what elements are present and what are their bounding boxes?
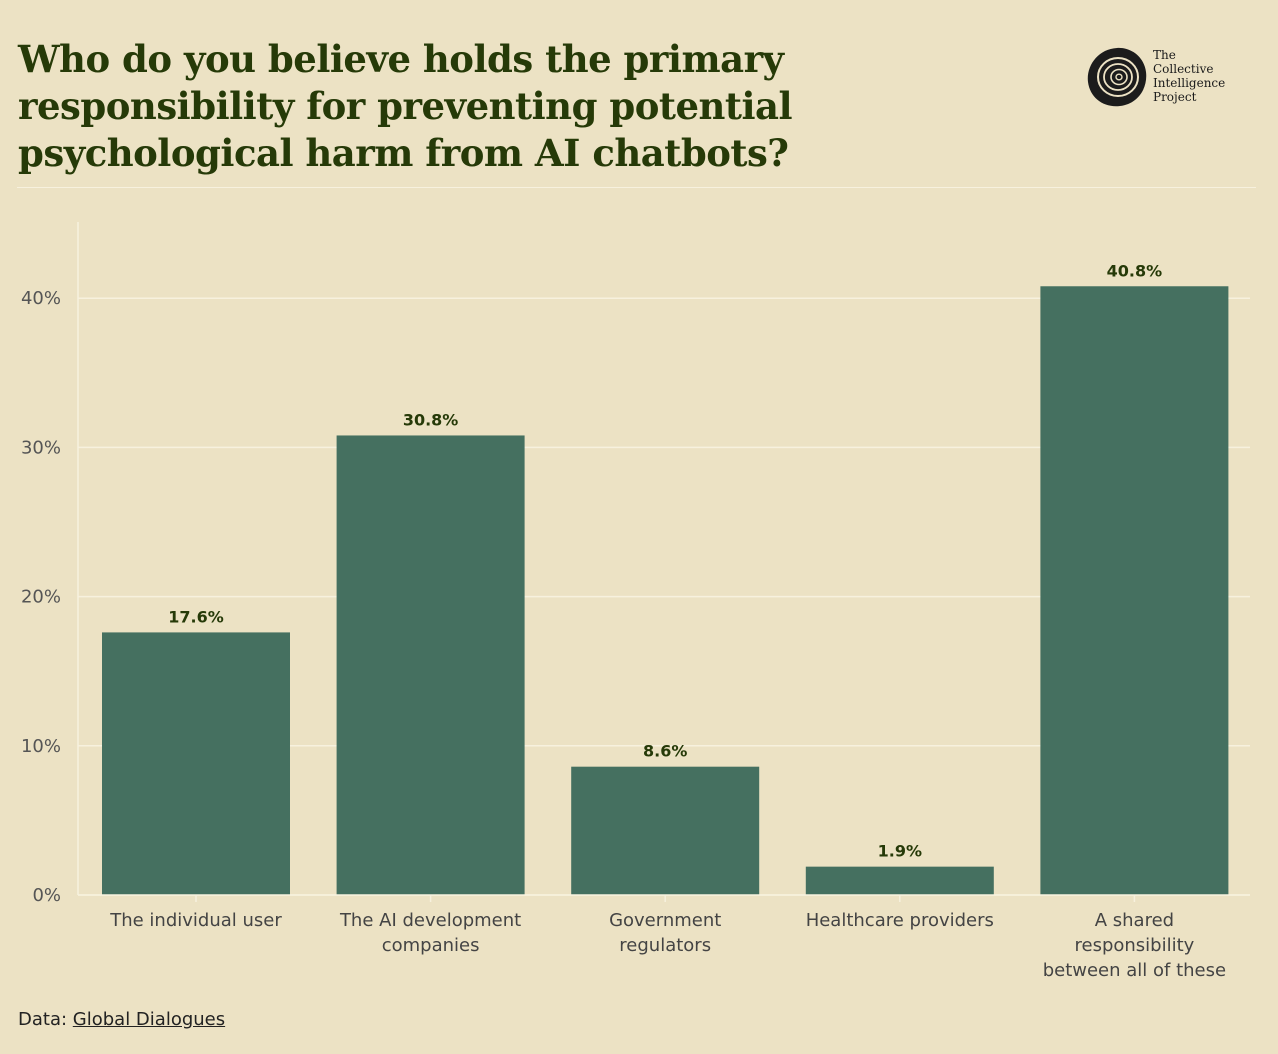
title-divider [17, 187, 1256, 188]
x-tick-label: companies [382, 935, 480, 956]
x-tick-label: The AI development [339, 910, 521, 931]
bar-chart: 0% 10% 20% 30% 40% 17.6% The individual user 30… [21, 222, 1250, 981]
value-label: 40.8% [1107, 261, 1163, 280]
y-tick-label: 10% [21, 736, 61, 757]
data-source-prefix: Data: [18, 1009, 68, 1030]
logo-line: Project [1153, 90, 1197, 104]
value-label: 17.6% [168, 607, 224, 626]
x-tick-label: Government [609, 910, 721, 931]
y-tick-label: 40% [21, 288, 61, 309]
x-tick-label: Healthcare providers [806, 910, 994, 931]
y-tick-label: 30% [21, 437, 61, 458]
logo-line: Intelligence [1153, 76, 1226, 90]
x-tick-label: A shared [1095, 910, 1174, 931]
bar [805, 866, 994, 895]
data-source-link[interactable]: Global Dialogues [72, 1009, 226, 1030]
logo-line: Collective [1153, 62, 1214, 76]
x-tick-label: The individual user [109, 910, 282, 931]
logo-text: The Collective Intelligence Project [1153, 48, 1263, 104]
value-label: 1.9% [878, 842, 922, 861]
logo: The Collective Intelligence Project [1086, 46, 1261, 110]
bar [1040, 286, 1229, 895]
value-label: 30.8% [403, 410, 459, 429]
x-tick-label: between all of these [1043, 960, 1226, 981]
bar [336, 435, 525, 895]
logo-line: The [1153, 48, 1176, 62]
bar [571, 766, 760, 895]
chart-title: Who do you believe holds the primary res… [18, 37, 793, 175]
x-tick-label: regulators [619, 935, 711, 956]
x-tick-label: responsibility [1074, 935, 1194, 956]
y-tick-label: 0% [32, 885, 61, 906]
tree-rings-icon [1087, 47, 1147, 107]
data-source: Data: Global Dialogues [18, 1009, 225, 1030]
value-label: 8.6% [643, 742, 687, 761]
y-tick-label: 20% [21, 587, 61, 608]
bar [102, 632, 290, 895]
